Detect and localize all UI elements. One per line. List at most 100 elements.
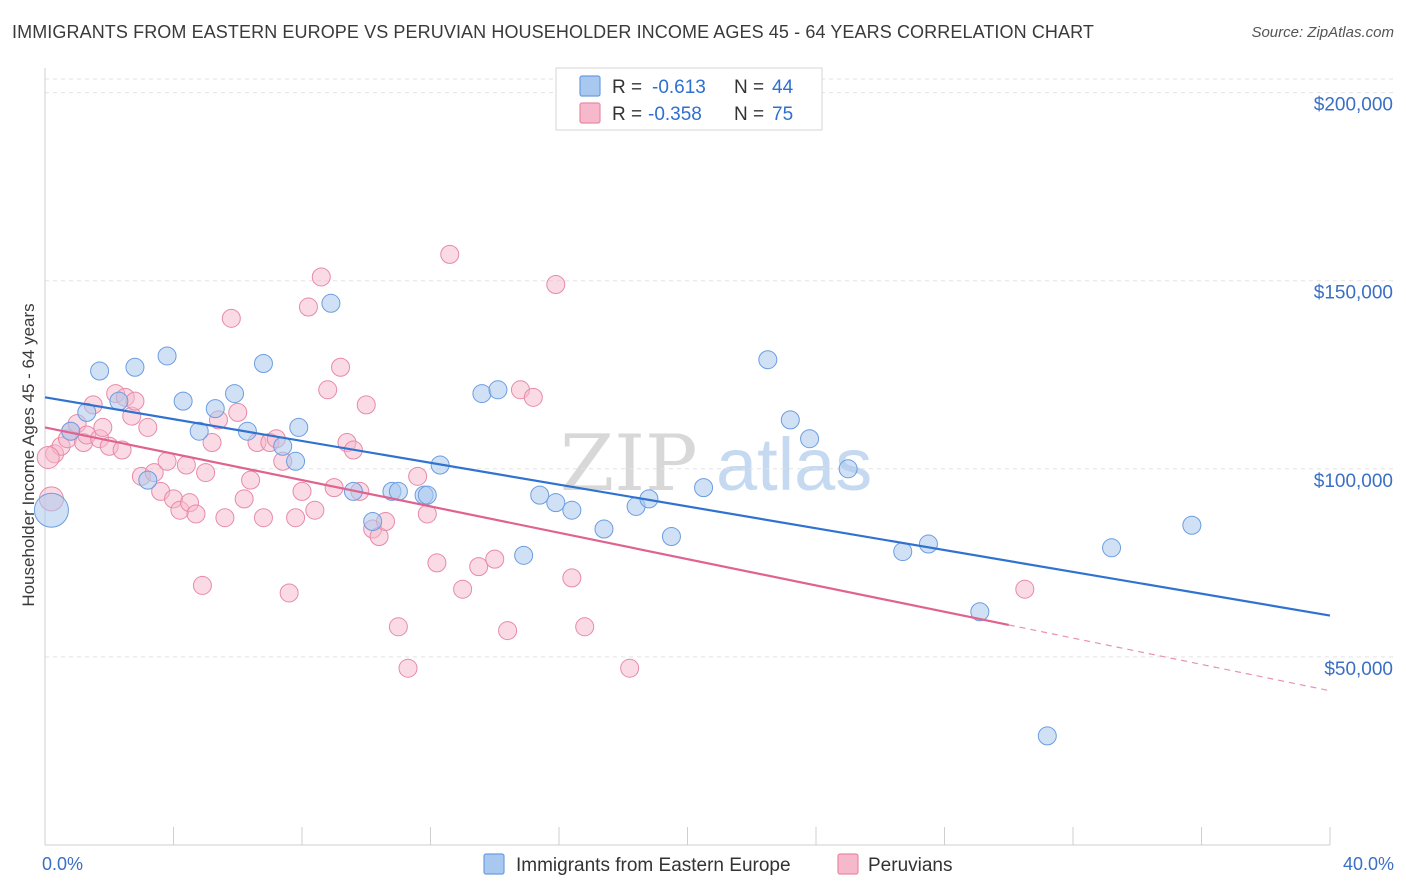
eastern-europe-point bbox=[225, 384, 245, 404]
y-tick-label-0: $50,000 bbox=[1324, 659, 1393, 680]
trend-line-peruvians-extension bbox=[1008, 624, 1331, 692]
watermark: ZIP atlas bbox=[560, 419, 872, 509]
peruvians-point bbox=[453, 579, 473, 599]
peruvians-point bbox=[196, 463, 216, 483]
gridlines bbox=[45, 78, 1395, 658]
eastern-europe-point bbox=[205, 399, 225, 419]
eastern-europe-point bbox=[758, 350, 778, 370]
peruvians-point bbox=[305, 500, 325, 520]
x-tick-label-0: 0.0% bbox=[42, 854, 83, 874]
peruvians-point bbox=[408, 466, 428, 486]
source-label: Source: ZipAtlas.com bbox=[1251, 24, 1394, 41]
y-tick-labels: $50,000 $100,000 $150,000 $200,000 bbox=[1314, 95, 1393, 680]
peruvians-point bbox=[221, 308, 241, 328]
legend-swatch-blue bbox=[579, 75, 601, 97]
peruvians-point bbox=[356, 395, 376, 415]
peruvians-point bbox=[215, 508, 235, 528]
eastern-europe-point bbox=[157, 346, 177, 366]
peruvians-point bbox=[311, 267, 331, 287]
eastern-europe-point bbox=[780, 410, 800, 430]
peruvians-point bbox=[279, 583, 299, 603]
x-tick-labels: 0.0% 40.0% bbox=[42, 854, 1394, 874]
eastern-europe-point bbox=[514, 545, 534, 565]
peruvians-point bbox=[1015, 579, 1035, 599]
peruvians-point bbox=[469, 557, 489, 577]
peruvians-point bbox=[192, 575, 212, 595]
peruvians-point bbox=[36, 446, 60, 470]
y-axis-title: Householder Income Ages 45 - 64 years bbox=[19, 303, 38, 606]
trend-line-peruvians bbox=[44, 426, 1009, 627]
series-legend-label-eastern-europe: Immigrants from Eastern Europe bbox=[516, 855, 791, 876]
peruvians-point bbox=[93, 417, 113, 437]
eastern-europe-point bbox=[138, 470, 158, 490]
x-tick-label-1: 40.0% bbox=[1343, 854, 1394, 874]
eastern-europe-point bbox=[488, 380, 508, 400]
peruvians-point bbox=[228, 402, 248, 422]
trend-line-eastern-europe bbox=[44, 396, 1331, 617]
peruvians-point bbox=[388, 617, 408, 637]
peruvians-point bbox=[112, 440, 132, 460]
eastern-europe-point bbox=[546, 493, 566, 513]
eastern-europe-point bbox=[1037, 726, 1057, 746]
trend-lines bbox=[44, 396, 1331, 692]
legend-n-value-pink: 75 bbox=[772, 104, 793, 125]
eastern-europe-point bbox=[1182, 515, 1202, 535]
peruvians-point bbox=[186, 504, 206, 524]
series-legend: Immigrants from Eastern Europe Peruvians bbox=[483, 853, 953, 876]
peruvians-point bbox=[546, 274, 566, 294]
eastern-europe-point bbox=[109, 391, 129, 411]
eastern-europe-point bbox=[1102, 538, 1122, 558]
peruvians-point bbox=[298, 297, 318, 317]
y-tick-label-1: $100,000 bbox=[1314, 471, 1393, 492]
eastern-europe-point bbox=[970, 602, 990, 622]
peruvians-point bbox=[202, 432, 222, 452]
peruvians-point bbox=[575, 617, 595, 637]
eastern-europe-point bbox=[472, 384, 492, 404]
series-legend-swatch-eastern-europe bbox=[483, 853, 505, 875]
eastern-europe-point bbox=[530, 485, 550, 505]
peruvians-point bbox=[125, 391, 145, 411]
peruvians-point bbox=[286, 508, 306, 528]
eastern-europe-point bbox=[694, 478, 714, 498]
eastern-europe-point bbox=[125, 357, 145, 377]
eastern-europe-point bbox=[918, 534, 938, 554]
watermark-zip: ZIP bbox=[560, 419, 698, 509]
y-tick-label-3: $200,000 bbox=[1314, 95, 1393, 116]
eastern-europe-point bbox=[321, 293, 341, 313]
peruvians-point bbox=[234, 489, 254, 509]
chart-title: IMMIGRANTS FROM EASTERN EUROPE VS PERUVI… bbox=[12, 22, 1095, 42]
eastern-europe-point bbox=[661, 527, 681, 547]
eastern-europe-point bbox=[33, 492, 69, 528]
eastern-europe-point bbox=[189, 421, 209, 441]
eastern-europe-point bbox=[173, 391, 193, 411]
peruvians-point bbox=[562, 568, 582, 588]
legend-r-value-pink: -0.358 bbox=[648, 104, 702, 125]
peruvians-point bbox=[292, 481, 312, 501]
legend-r-label-pink: R = bbox=[612, 104, 642, 125]
peruvians-point bbox=[241, 470, 261, 490]
eastern-europe-point bbox=[594, 519, 614, 539]
series-legend-swatch-peruvians bbox=[837, 853, 859, 875]
series-legend-label-peruvians: Peruvians bbox=[868, 855, 953, 876]
peruvians-point bbox=[138, 417, 158, 437]
eastern-europe-point bbox=[273, 436, 293, 456]
eastern-europe-points bbox=[33, 293, 1202, 746]
legend-swatch-pink bbox=[579, 102, 601, 124]
peruvians-point bbox=[157, 451, 177, 471]
eastern-europe-point bbox=[90, 361, 110, 381]
eastern-europe-point bbox=[289, 417, 309, 437]
peruvians-point bbox=[427, 553, 447, 573]
eastern-europe-point bbox=[417, 485, 437, 505]
legend-n-label-blue: N = bbox=[734, 77, 764, 98]
eastern-europe-point bbox=[286, 451, 306, 471]
peruvians-point bbox=[398, 658, 418, 678]
peruvians-point bbox=[440, 244, 460, 264]
peruvians-point bbox=[620, 658, 640, 678]
peruvians-point bbox=[523, 387, 543, 407]
eastern-europe-point bbox=[562, 500, 582, 520]
peruvians-points bbox=[36, 244, 1035, 678]
peruvians-point bbox=[331, 357, 351, 377]
legend-r-label-blue: R = bbox=[612, 77, 642, 98]
eastern-europe-point bbox=[838, 459, 858, 479]
